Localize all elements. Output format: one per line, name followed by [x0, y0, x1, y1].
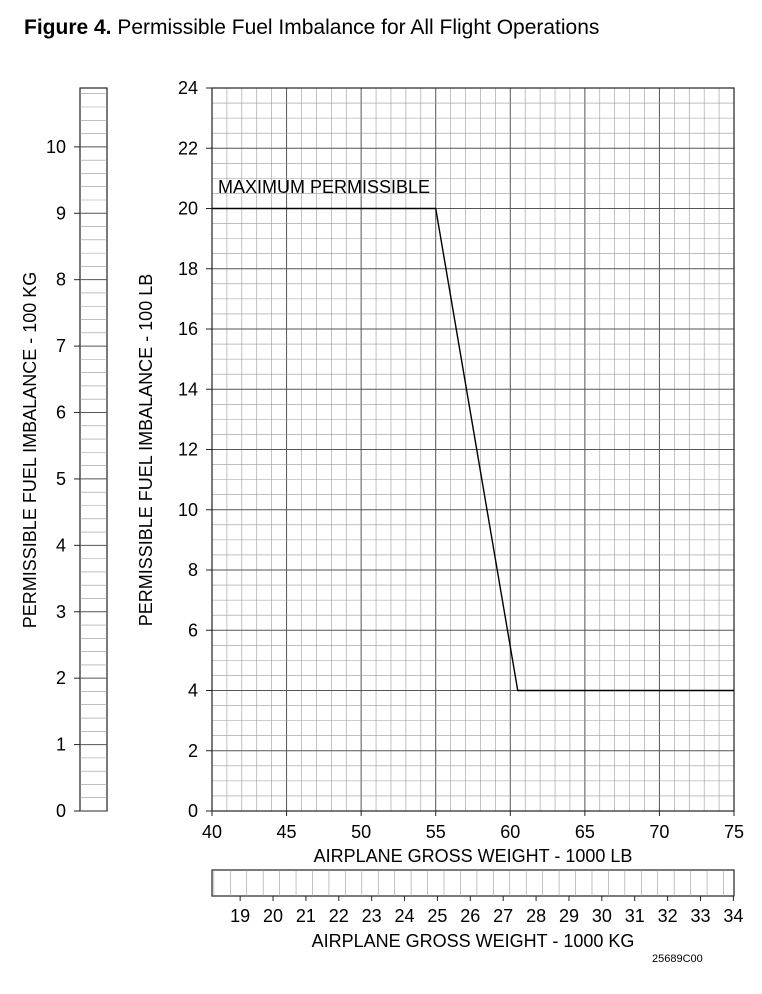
y-tick-label: 24 — [178, 78, 198, 98]
y-tick-label: 12 — [178, 440, 198, 460]
figure-title: Figure 4. Permissible Fuel Imbalance for… — [24, 16, 599, 40]
x-tick-label: 50 — [351, 822, 371, 842]
y-tick-label: 2 — [188, 741, 198, 761]
kg-weight-tick-label: 31 — [625, 906, 645, 926]
x-tick-label: 65 — [575, 822, 595, 842]
y-tick-label: 0 — [188, 801, 198, 821]
y-tick-label: 22 — [178, 138, 198, 158]
kg-weight-tick-label: 34 — [723, 906, 743, 926]
x-tick-label: 75 — [724, 822, 744, 842]
kg-weight-tick-label: 28 — [526, 906, 546, 926]
x-axis-title-kg: AIRPLANE GROSS WEIGHT - 1000 KG — [312, 931, 635, 951]
x-tick-label: 70 — [649, 822, 669, 842]
figure-id: 25689C00 — [652, 953, 703, 965]
kg-tick-label: 5 — [56, 469, 66, 489]
y-tick-label: 6 — [188, 620, 198, 640]
kg-weight-tick-label: 23 — [362, 906, 382, 926]
y-tick-label: 16 — [178, 319, 198, 339]
kg-tick-label: 9 — [56, 203, 66, 223]
kg-weight-tick-label: 20 — [263, 906, 283, 926]
kg-weight-tick-label: 24 — [395, 906, 415, 926]
y-tick-label: 4 — [188, 681, 198, 701]
kg-weight-tick-label: 27 — [493, 906, 513, 926]
kg-tick-label: 10 — [46, 137, 66, 157]
y-tick-label: 8 — [188, 560, 198, 580]
kg-weight-tick-label: 29 — [559, 906, 579, 926]
kg-weight-tick-label: 21 — [296, 906, 316, 926]
kg-tick-label: 0 — [56, 801, 66, 821]
kg-tick-label: 3 — [56, 602, 66, 622]
kg-tick-label: 4 — [56, 535, 66, 555]
figure-caption: Permissible Fuel Imbalance for All Fligh… — [117, 16, 600, 39]
y-axis-title-lb: PERMISSIBLE FUEL IMBALANCE - 100 LB — [136, 274, 156, 626]
kg-weight-scale-grid: 19 20 21 22 23 24 25 26 27 28 29 30 31 32 33 34 — [211, 869, 743, 926]
kg-weight-tick-label: 33 — [690, 906, 710, 926]
kg-weight-tick-label: 30 — [592, 906, 612, 926]
kg-tick-label: 6 — [56, 403, 66, 423]
y-tick-label: 20 — [178, 199, 198, 219]
kg-weight-tick-label: 26 — [460, 906, 480, 926]
kg-weight-tick-label: 19 — [230, 906, 250, 926]
y-tick-label: 10 — [178, 500, 198, 520]
annotation-max-permissible: MAXIMUM PERMISSIBLE — [218, 177, 430, 197]
x-tick-label: 45 — [277, 822, 297, 842]
kg-tick-label: 7 — [56, 336, 66, 356]
kg-weight-tick-label: 22 — [329, 906, 349, 926]
kg-scale-grid: 0 1 2 3 4 5 6 7 8 9 10 — [46, 87, 108, 821]
figure-number: Figure 4. — [24, 16, 112, 39]
y-axis-title-kg: PERMISSIBLE FUEL IMBALANCE - 100 KG — [20, 272, 40, 628]
kg-scale-frame — [79, 87, 108, 812]
x-axis-title: AIRPLANE GROSS WEIGHT - 1000 LB — [314, 846, 633, 866]
x-tick-label: 60 — [500, 822, 520, 842]
kg-weight-frame — [211, 869, 735, 897]
kg-weight-tick-label: 32 — [658, 906, 678, 926]
kg-tick-label: 2 — [56, 668, 66, 688]
series-line-max-permissible — [212, 207, 734, 692]
x-tick-label: 55 — [426, 822, 446, 842]
y-tick-label: 14 — [178, 379, 198, 399]
kg-tick-label: 1 — [56, 735, 66, 755]
kg-weight-tick-label: 25 — [427, 906, 447, 926]
y-tick-label: 18 — [178, 259, 198, 279]
kg-tick-label: 8 — [56, 270, 66, 290]
x-tick-label: 40 — [202, 822, 222, 842]
